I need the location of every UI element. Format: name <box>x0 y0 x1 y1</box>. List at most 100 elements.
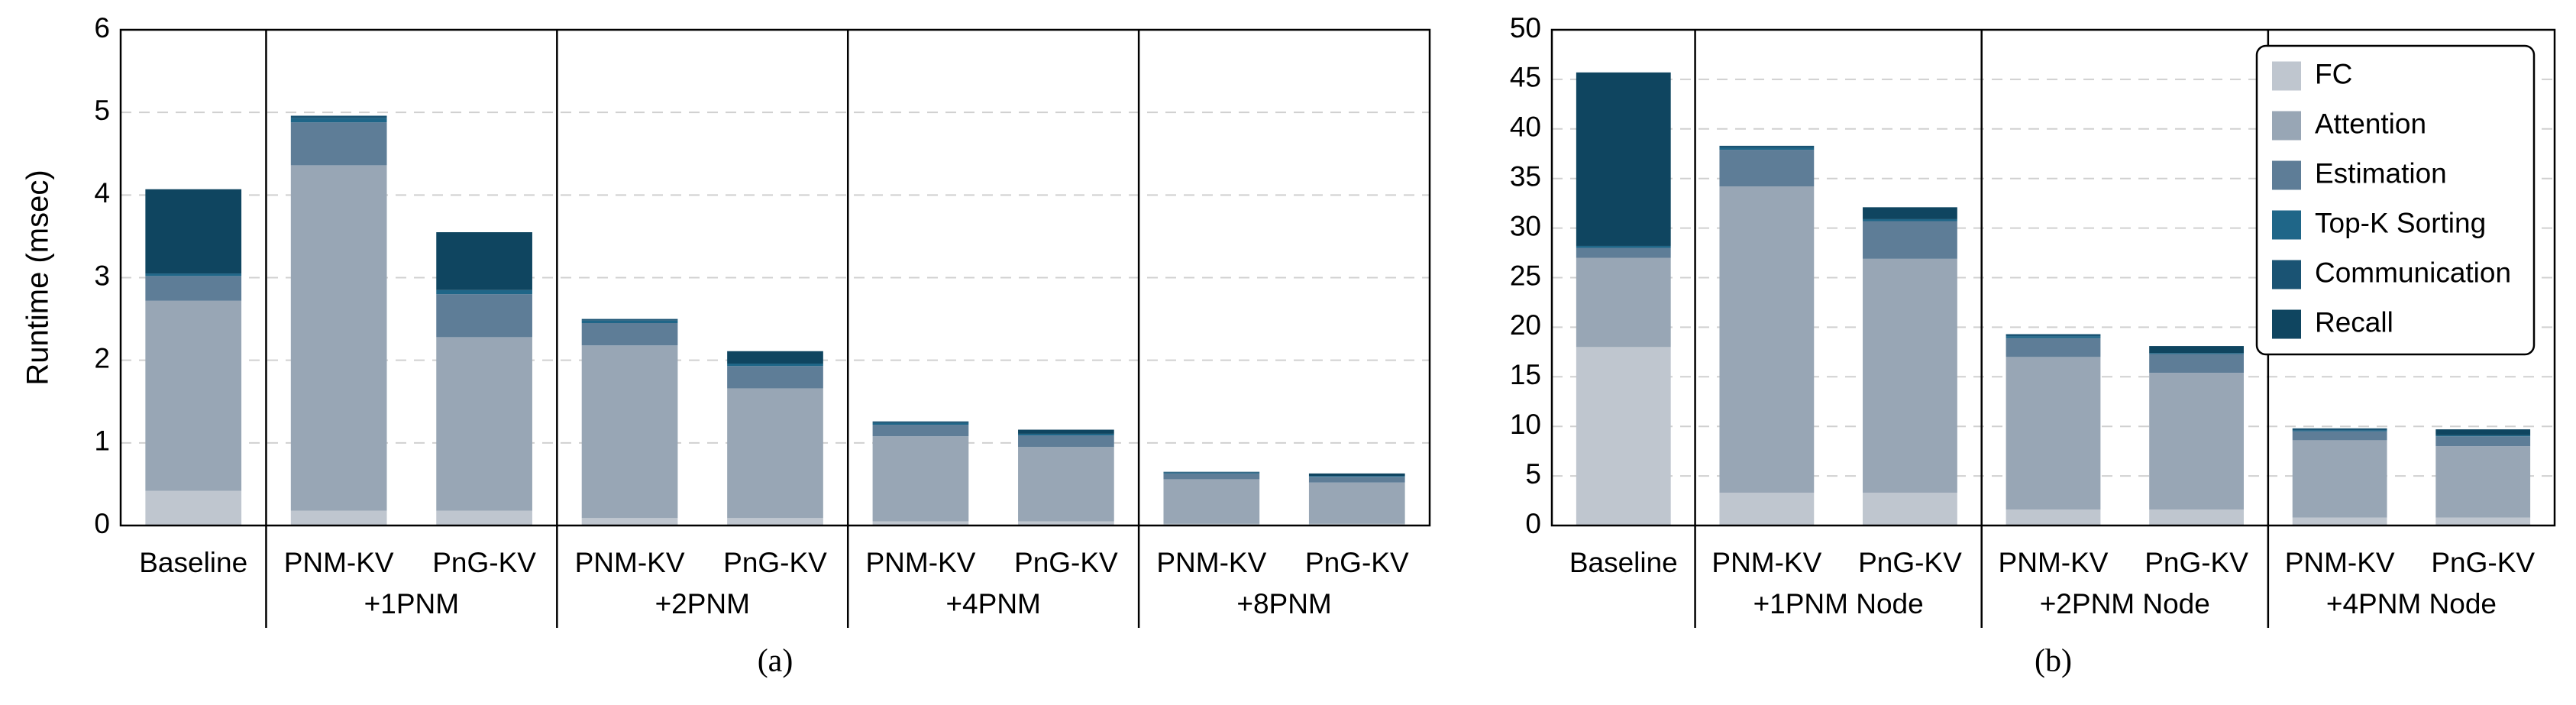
bar-segment <box>1018 435 1114 448</box>
bar-segment <box>872 425 969 437</box>
y-tick-label: 0 <box>94 508 110 539</box>
bar-segment <box>2149 354 2244 374</box>
x-tick-label: PNM-KV <box>1711 547 1821 578</box>
bar-segment <box>436 337 532 511</box>
x-tick-label: PNM-KV <box>284 547 394 578</box>
bar-segment <box>2292 431 2387 441</box>
legend-swatch <box>2272 260 2301 289</box>
x-tick-label: PNM-KV <box>575 547 685 578</box>
bar-segment <box>1863 218 1957 222</box>
legend-label: Attention <box>2315 108 2426 139</box>
bar-segment <box>1163 473 1260 480</box>
group-label: +1PNM Node <box>1753 588 1924 619</box>
bar-segment <box>581 322 678 346</box>
bar-segment <box>2292 517 2387 526</box>
bar-segment <box>1576 347 1671 526</box>
bar-segment <box>1863 221 1957 259</box>
bar-segment <box>145 490 242 526</box>
x-tick-label: PnG-KV <box>2431 547 2535 578</box>
group-label: +1PNM <box>364 588 459 619</box>
group-label: +2PNM Node <box>2040 588 2210 619</box>
bar-segment <box>2292 440 2387 518</box>
bar-segment <box>1719 147 1815 150</box>
bar-segment <box>727 363 823 367</box>
bar-segment <box>1576 72 1671 246</box>
y-tick-label: 25 <box>1510 260 1541 291</box>
legend-swatch <box>2272 160 2301 190</box>
bar-segment <box>2149 509 2244 526</box>
bar-segment <box>2149 346 2244 354</box>
bar-segment <box>1308 473 1405 477</box>
bar-segment <box>1163 479 1260 524</box>
x-tick-label: Baseline <box>1569 547 1678 578</box>
group-label: +2PNM <box>655 588 750 619</box>
bar-segment <box>581 319 678 321</box>
bar-segment <box>2292 428 2387 431</box>
x-tick-label: PnG-KV <box>432 547 536 578</box>
y-tick-label: 20 <box>1510 309 1541 341</box>
bar-segment <box>872 436 969 522</box>
bar-segment <box>2435 517 2531 526</box>
x-tick-label: PNM-KV <box>1156 547 1266 578</box>
bar-segment <box>1719 145 1815 148</box>
bar-segment <box>1576 247 1671 258</box>
x-tick-label: PnG-KV <box>1305 547 1409 578</box>
bar-segment <box>1719 186 1815 493</box>
legend-swatch <box>2272 61 2301 91</box>
plot-frame <box>119 28 1431 527</box>
bar-segment <box>290 118 387 123</box>
y-tick-label: 10 <box>1510 409 1541 440</box>
bar-segment <box>145 189 242 274</box>
y-tick-label: 6 <box>94 12 110 44</box>
bar-segment <box>436 294 532 338</box>
bar-segment <box>2006 336 2101 338</box>
x-tick-label: PNM-KV <box>1999 547 2109 578</box>
bar-segment <box>2006 334 2101 337</box>
y-tick-label: 45 <box>1510 62 1541 93</box>
bar-segment <box>1308 476 1405 477</box>
y-tick-label: 50 <box>1510 12 1541 44</box>
bar-segment <box>145 276 242 301</box>
bar-segment <box>1576 257 1671 348</box>
legend-swatch <box>2272 111 2301 141</box>
bar-segment <box>581 345 678 519</box>
y-tick-label: 15 <box>1510 359 1541 390</box>
y-tick-label: 5 <box>1525 458 1541 490</box>
y-axis-label: Runtime (msec) <box>21 170 55 385</box>
group-label: +8PNM <box>1236 588 1331 619</box>
bar-segment <box>436 289 532 295</box>
x-tick-label: PnG-KV <box>1858 547 1962 578</box>
bar-segment <box>2006 357 2101 510</box>
x-tick-label: Baseline <box>139 547 247 578</box>
bar-segment <box>1863 493 1957 526</box>
bar-segment <box>436 510 532 526</box>
bar-segment <box>290 165 387 511</box>
legend-label: Recall <box>2315 306 2393 338</box>
bar-segment <box>872 421 969 423</box>
caption: (b) <box>2035 644 2072 679</box>
bar-segment <box>290 115 387 118</box>
legend-swatch <box>2272 210 2301 240</box>
bar-segment <box>2435 435 2531 437</box>
y-tick-label: 4 <box>94 177 110 209</box>
bar-segment <box>1863 258 1957 493</box>
bar-segment <box>727 518 823 526</box>
bar-segment <box>2435 436 2531 447</box>
bar-segment <box>581 518 678 526</box>
y-tick-label: 3 <box>94 260 110 291</box>
bar-segment <box>1163 472 1260 474</box>
x-tick-label: PnG-KV <box>1014 547 1118 578</box>
group-label: +4PNM <box>945 588 1040 619</box>
legend-swatch <box>2272 309 2301 339</box>
bar-segment <box>1719 493 1815 526</box>
bar-segment <box>2149 373 2244 510</box>
bar-segment <box>1163 471 1260 473</box>
y-tick-label: 2 <box>94 342 110 374</box>
legend-label: FC <box>2315 58 2352 89</box>
bar-segment <box>1018 521 1114 526</box>
bar-segment <box>2149 353 2244 354</box>
legend-label: Estimation <box>2315 157 2447 189</box>
caption: (a) <box>758 644 793 679</box>
bar-segment <box>145 300 242 491</box>
